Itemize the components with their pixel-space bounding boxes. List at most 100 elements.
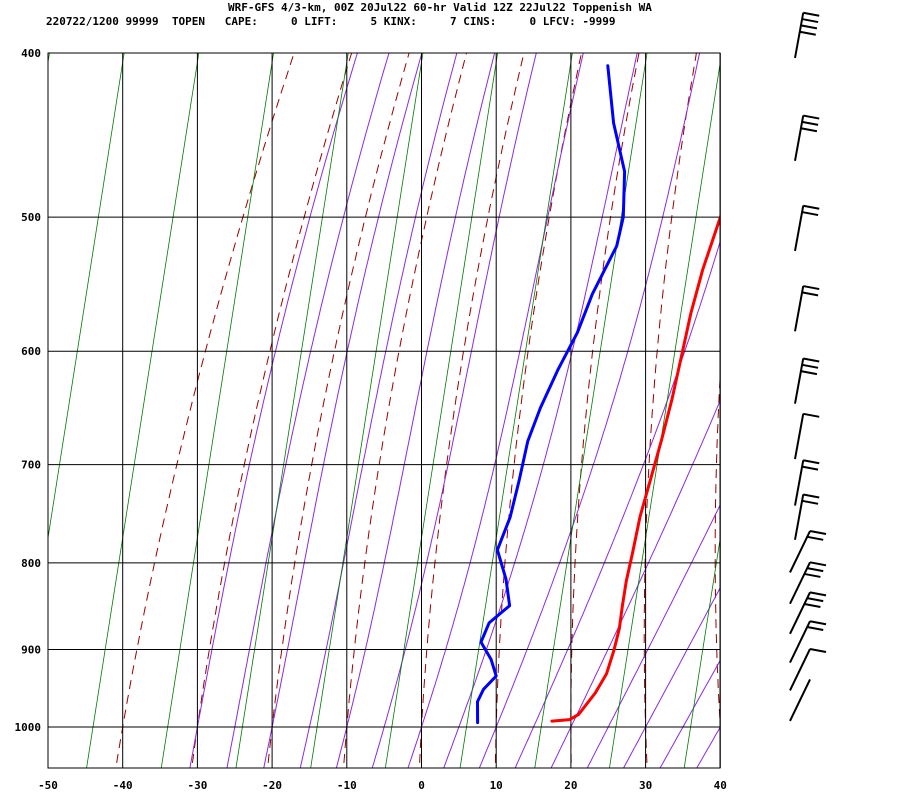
moist-adiabat-line [263, 53, 423, 768]
wind-barb-feather [807, 535, 824, 541]
x-tick-label: 0 [418, 779, 425, 792]
moist-adiabat-line [299, 53, 458, 768]
profile-series [476, 64, 720, 725]
wind-barb-feather [800, 24, 818, 30]
wind-barb [789, 647, 827, 691]
wind-barb [794, 412, 820, 460]
moist-adiabat-line [514, 240, 720, 768]
moist-adiabat-line [659, 659, 720, 768]
dry-adiabat-line [267, 53, 410, 763]
mixing-ratio-line [48, 53, 125, 541]
wind-barb-feather [803, 412, 820, 418]
mixing-ratio-line [759, 15, 878, 770]
moist-adiabat-line [335, 53, 496, 768]
temperature-profile-line [550, 213, 720, 723]
wind-barb-feather [809, 530, 827, 536]
y-tick-label: 500 [21, 211, 41, 224]
wind-barb-staff [794, 205, 805, 252]
wind-barb [789, 679, 811, 722]
x-tick-label: -50 [38, 779, 58, 792]
moist-adiabat-line [550, 399, 720, 768]
wind-barb [789, 620, 827, 664]
tick-labels: 400 500 600 700 800 900 1000 -50 -40 -30 -20 -10 0 10… [15, 47, 727, 792]
x-tick-label: -20 [262, 779, 282, 792]
x-tick-label: 20 [564, 779, 577, 792]
moist-adiabat-line [443, 53, 638, 768]
thermo-background-lines [48, 15, 878, 770]
dry-adiabat-line [643, 53, 697, 763]
wind-barb-feather [809, 591, 827, 597]
wind-barb-feather [809, 561, 827, 567]
moist-adiabat-line [226, 53, 390, 768]
chart-title: WRF-GFS 4/3-km, 00Z 20Jul22 60-hr Valid … [228, 1, 652, 14]
wind-barb-feather [801, 211, 819, 217]
wind-barbs [789, 11, 827, 722]
wind-barb-staff [794, 115, 805, 161]
mixing-ratio-line [48, 53, 50, 65]
wind-barb-feather [801, 363, 819, 369]
wind-barb-feather [801, 465, 819, 471]
wind-barb-feather [800, 127, 818, 133]
wind-barb [789, 530, 827, 573]
mixing-ratio-line [459, 53, 573, 768]
wind-barb [789, 591, 827, 635]
wind-barb [794, 11, 820, 59]
wind-barb-feather [804, 572, 821, 578]
wind-barb-feather [807, 626, 824, 631]
mixing-ratio-line [235, 53, 349, 768]
wind-barb-feather [801, 120, 819, 126]
wind-barb-feather [800, 370, 818, 376]
wind-barb-feather [801, 499, 819, 505]
dry-adiabat-line [494, 53, 583, 763]
mixing-ratio-line [609, 61, 720, 768]
wind-barb-feather [809, 620, 827, 626]
wind-barb-feather [807, 567, 824, 573]
mixing-ratio-line [384, 53, 499, 768]
sounding-indices: 220722/1200 99999 TOPEN CAPE: 0 LIFT: 5 … [46, 15, 616, 28]
wind-barb-staff [789, 620, 811, 664]
wind-barb-staff [789, 561, 811, 605]
plot-frame [47, 52, 721, 769]
mixing-ratio-line [160, 53, 274, 768]
mixing-ratio-line [86, 53, 200, 768]
wind-barb-feather [803, 204, 820, 210]
wind-barb-staff [794, 12, 805, 59]
y-tick-label: 400 [21, 47, 41, 60]
x-tick-label: -30 [187, 779, 207, 792]
x-tick-label: 10 [490, 779, 503, 792]
wind-barb-feather [801, 18, 819, 24]
wind-barb-staff [789, 591, 811, 635]
dry-adiabat-line [851, 15, 875, 763]
mixing-ratio-line [683, 537, 720, 768]
moist-adiabat-line [189, 53, 358, 768]
wind-barb-staff [794, 494, 805, 540]
wind-barb [794, 204, 820, 252]
wind-barb [794, 493, 820, 540]
moist-adiabat-line [478, 53, 701, 768]
dry-adiabat-line [419, 53, 525, 763]
y-tick-label: 600 [21, 345, 41, 358]
wind-barb [794, 357, 820, 404]
wind-barb-feather [803, 357, 820, 363]
y-tick-label: 1000 [15, 721, 42, 734]
wind-barb-feather [803, 285, 820, 291]
wind-barb [794, 285, 820, 332]
wind-barb-staff [794, 460, 805, 506]
moist-adiabat-line [371, 53, 537, 768]
wind-barb-staff [789, 530, 811, 573]
moist-adiabat-line [586, 504, 720, 768]
dry-adiabat-line [116, 53, 295, 763]
wind-barb-feather [804, 602, 821, 608]
y-tick-label: 900 [21, 643, 41, 656]
wind-barb-staff [794, 285, 805, 332]
dry-adiabat-line [191, 53, 353, 763]
x-tick-label: 40 [714, 779, 727, 792]
wind-barb-staff [789, 679, 811, 722]
wind-barb [794, 114, 820, 161]
wind-barb-feather [803, 459, 820, 465]
moist-adiabat-line [407, 53, 584, 768]
y-tick-label: 800 [21, 557, 41, 570]
dry-adiabat-line [343, 53, 468, 763]
